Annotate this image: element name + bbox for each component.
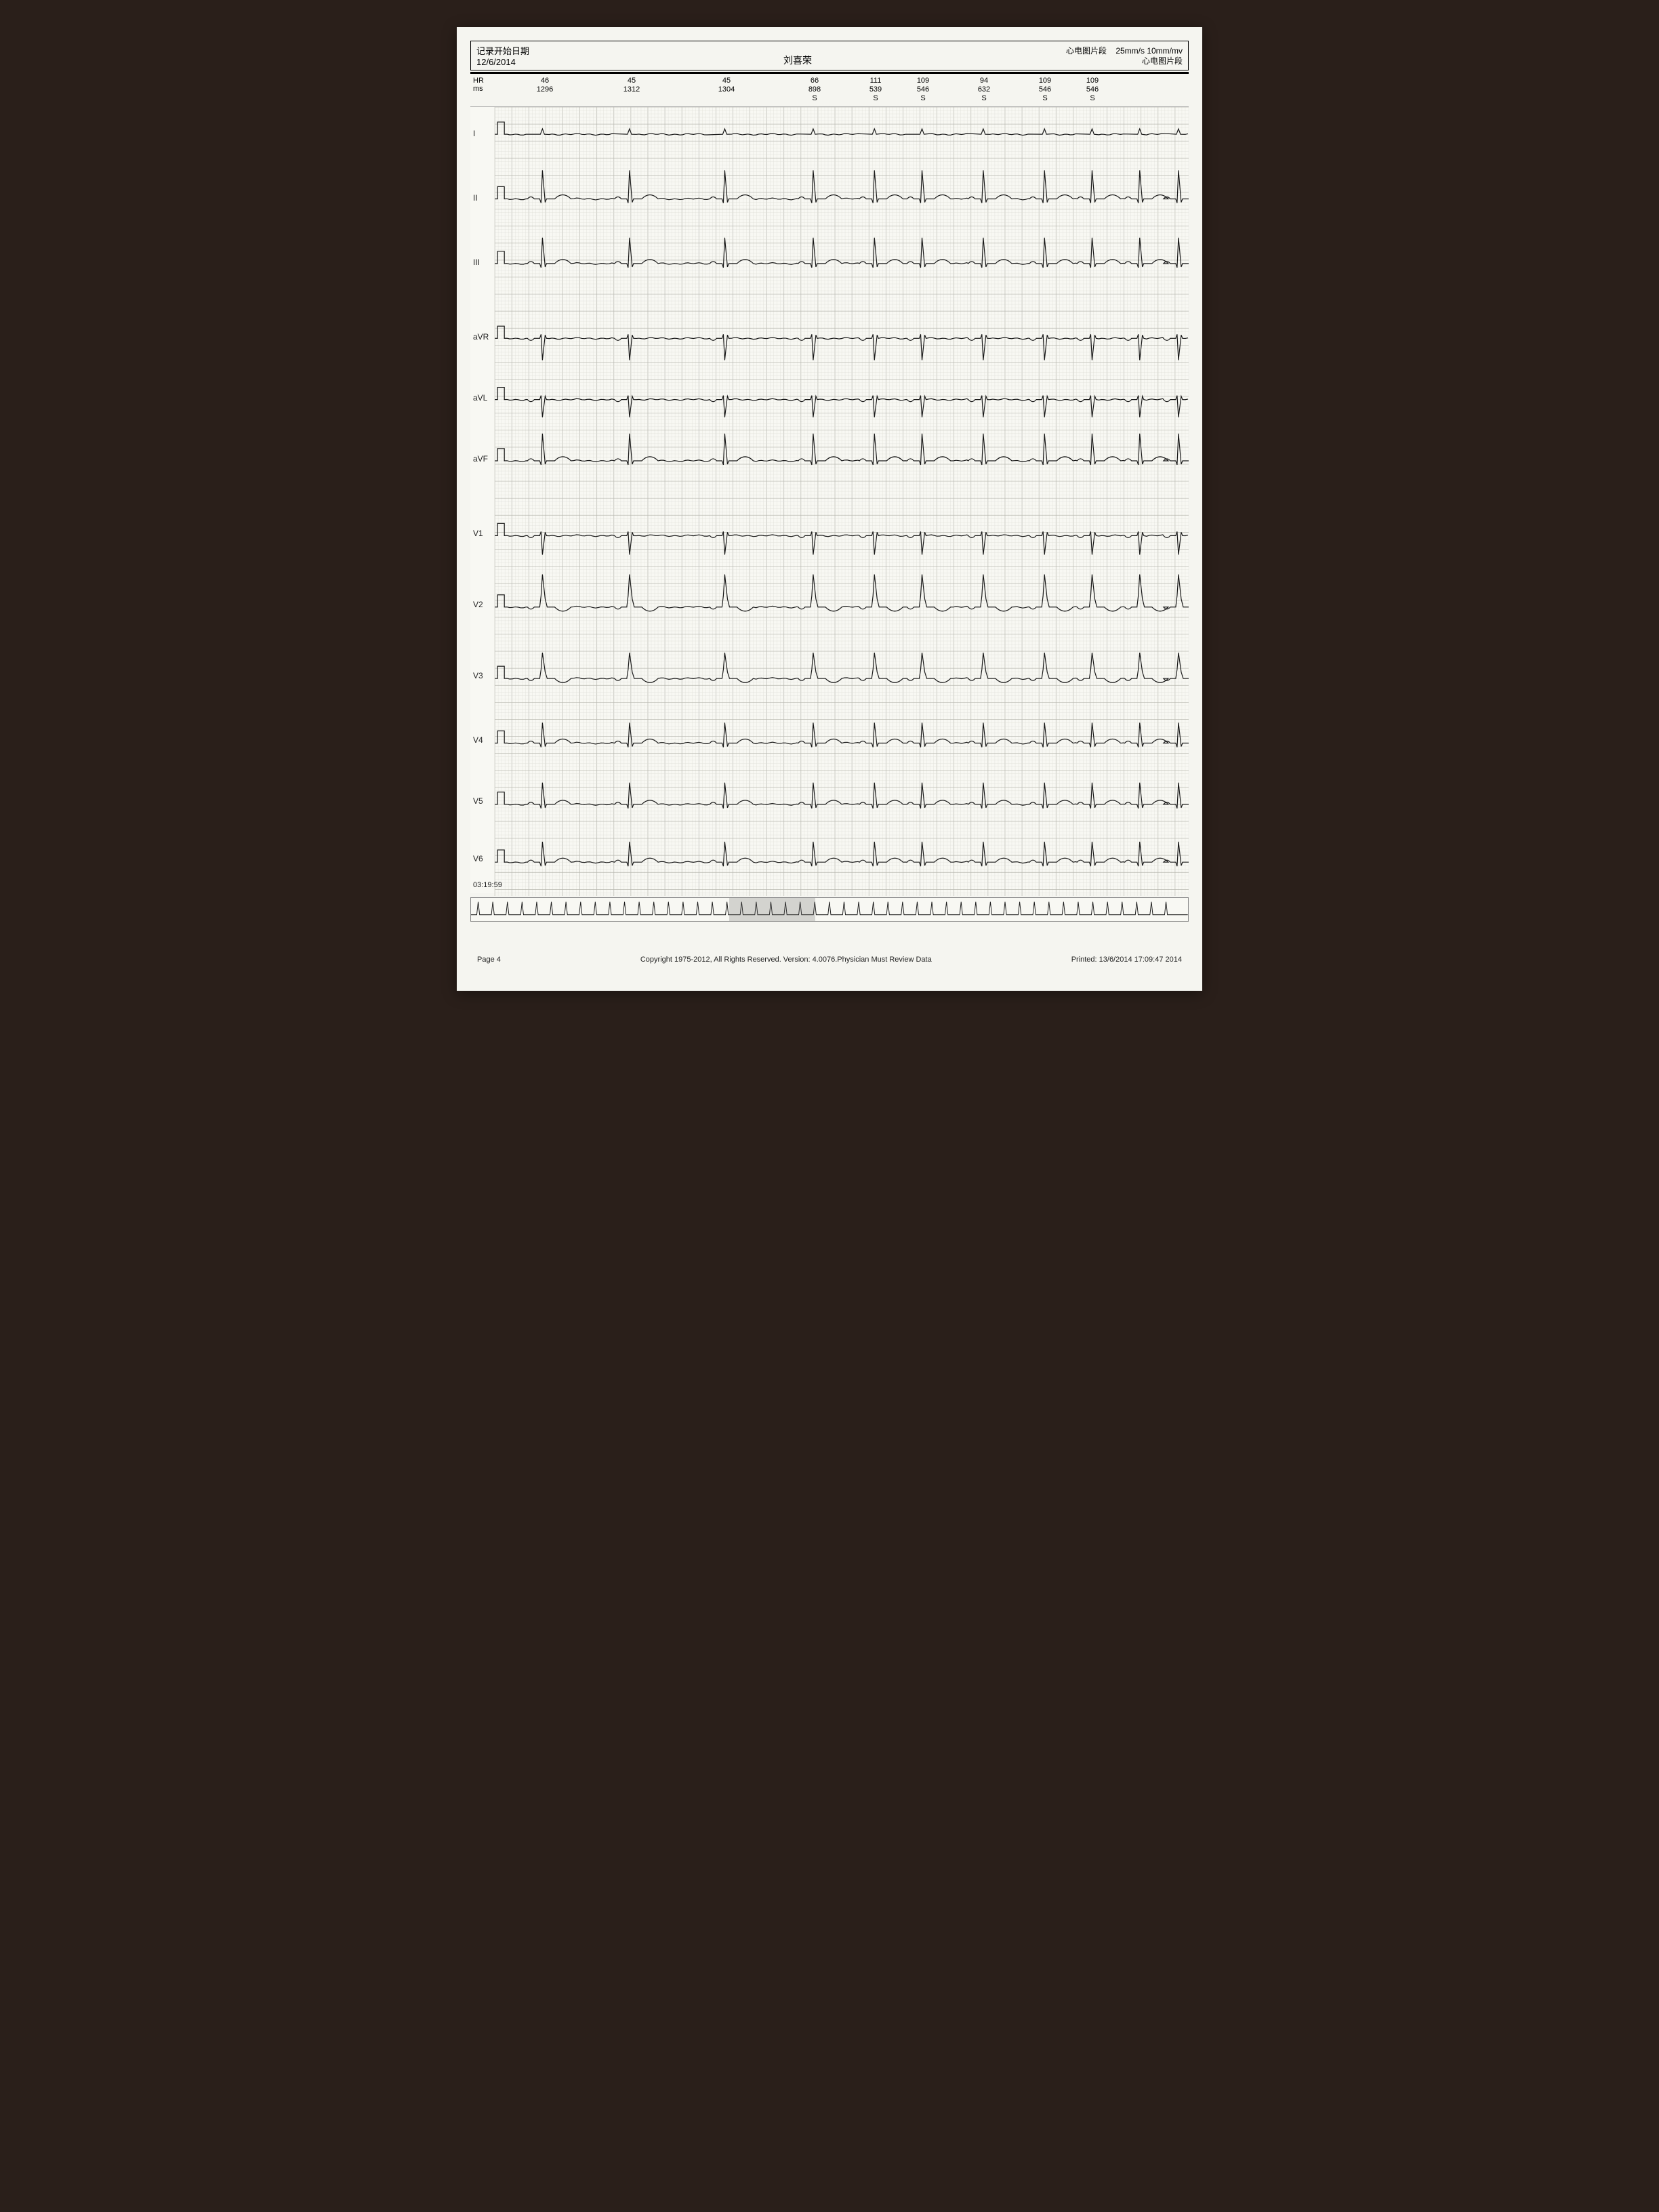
beat-hr: 94 [980,77,988,85]
beat-hr: 46 [541,77,549,85]
beat-columns: 46129645131245130466898S111539S109546S94… [497,77,1186,105]
report-footer: Page 4 Copyright 1975-2012, All Rights R… [470,956,1189,964]
segment-label: 心电图片段 [1066,46,1107,56]
printed-text: Printed: 13/6/2014 17:09:47 2014 [1071,956,1182,964]
beat-hr: 111 [870,77,882,85]
ecg-report-page: 记录开始日期 12/6/2014 刘喜荣 心电图片段 25mm/s 10mm/m… [457,27,1202,991]
ecg-grid-area: IIIIIIaVRaVLaVFV1V2V3V4V5V603:19:59 [470,107,1189,893]
header-left: 记录开始日期 12/6/2014 [476,44,529,67]
beat-column: 111539S [859,77,893,104]
lead-label-aVL: aVL [473,393,487,403]
beat-ms: 546 [1039,85,1051,94]
beat-annotation-row: HR ms 46129645131245130466898S111539S109… [470,74,1189,107]
beat-column: 109546S [1028,77,1062,104]
beat-ms: 1304 [718,85,735,94]
lead-label-V6: V6 [473,854,483,863]
beat-ms: 546 [917,85,929,94]
beat-ms: 898 [808,85,821,94]
beat-ms: 1296 [537,85,553,94]
ecg-traces [470,107,1189,896]
beat-ms: 632 [978,85,990,94]
lead-label-V3: V3 [473,671,483,680]
beat-flag: S [1042,94,1047,103]
overview-trace [471,898,1188,924]
lead-label-II: II [473,193,478,203]
beat-flag: S [1090,94,1094,103]
beat-flag: S [873,94,878,103]
beat-column: 94632S [967,77,1001,104]
header-right: 心电图片段 25mm/s 10mm/mv 心电图片段 [1066,46,1183,67]
start-date-label: 记录开始日期 [476,44,529,57]
beat-column: 66898S [798,77,832,104]
beat-hr: 109 [917,77,929,85]
beat-ms: 539 [869,85,882,94]
overview-strip [470,897,1189,922]
lead-label-aVR: aVR [473,332,489,342]
hr-label: HR [473,77,497,85]
beat-flag: S [981,94,986,103]
overview-highlight [729,898,815,921]
beat-hr: 66 [811,77,819,85]
beat-column: 451304 [710,77,743,94]
lead-label-V4: V4 [473,735,483,745]
segment-label-2: 心电图片段 [1066,56,1183,67]
lead-label-I: I [473,129,475,138]
scale-label: 25mm/s 10mm/mv [1115,46,1183,56]
start-date-value: 12/6/2014 [476,57,529,67]
beat-column: 109546S [906,77,940,104]
beat-column: 109546S [1076,77,1109,104]
report-header: 记录开始日期 12/6/2014 刘喜荣 心电图片段 25mm/s 10mm/m… [470,41,1189,70]
lead-label-V1: V1 [473,529,483,538]
ms-label: ms [473,85,497,93]
lead-label-aVF: aVF [473,454,488,464]
beat-flag: S [920,94,925,103]
beat-hr: 45 [628,77,636,85]
lead-label-III: III [473,258,480,267]
copyright-text: Copyright 1975-2012, All Rights Reserved… [640,956,932,964]
beat-column: 461296 [528,77,562,94]
beat-column: 451312 [615,77,649,94]
timestamp: 03:19:59 [473,881,502,889]
beat-hr: 109 [1039,77,1051,85]
lead-label-V2: V2 [473,600,483,609]
lead-label-V5: V5 [473,796,483,806]
beat-ms: 546 [1086,85,1099,94]
beat-hr: 45 [722,77,731,85]
beat-row-labels: HR ms [473,77,497,105]
beat-flag: S [812,94,817,103]
beat-ms: 1312 [623,85,640,94]
page-number: Page 4 [477,956,501,964]
beat-hr: 109 [1086,77,1099,85]
patient-name: 刘喜荣 [783,54,812,67]
